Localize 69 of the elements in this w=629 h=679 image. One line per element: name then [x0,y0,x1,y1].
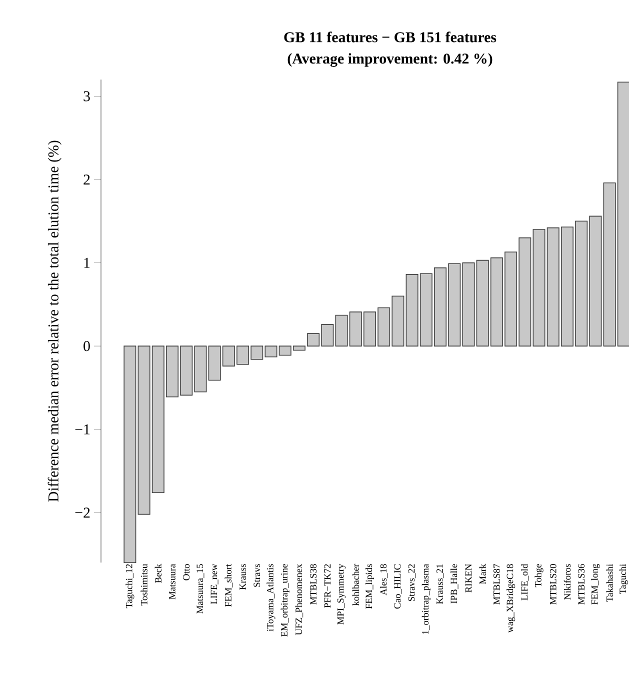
bar [335,314,348,346]
bar [208,346,221,381]
bar [476,260,489,346]
y-tick-label: −1 [75,424,90,434]
x-tick-label: FEM_short [224,564,233,607]
x-tick-label: MTBLS87 [493,564,500,605]
x-tick-label: FEM_long [591,564,600,605]
bar [532,229,546,346]
bar [194,346,207,392]
bar [152,346,164,494]
x-tick-label: Takahashi [606,564,613,602]
x-tick-label: Toshimitsu [140,564,148,606]
chart-subtitle: (Average improvement: 0.42 %) [288,53,492,67]
y-tick-label: 3 [84,91,90,102]
bar [138,346,150,515]
bar [420,273,432,346]
chart-title: GB 11 features − GB 151 features [284,32,496,42]
bar [349,312,362,346]
x-tick-label: Krauss [240,564,246,590]
y-tick-label: 2 [84,174,90,184]
bar [617,82,629,346]
x-tick-label: EM_orbitrap_urine [280,564,290,637]
bar [504,252,518,346]
bar [603,182,616,346]
bar [448,263,461,346]
x-tick-label: Taguchi_12 [126,564,134,608]
x-tick-label: Tohge [534,564,544,588]
x-tick-label: RIKEN [465,564,472,592]
x-tick-label: MPI_Symmetry [337,564,346,625]
bar [518,237,532,346]
bar [406,274,418,346]
x-tick-label: Stravs [254,564,260,587]
x-tick-label: Otto [183,564,190,580]
x-tick-label: 1_orbitrap_plasma [422,564,430,634]
bar [589,216,602,346]
y-tick-label: 0 [84,341,90,352]
x-tick-label: MTBLS38 [310,564,316,605]
bar [180,346,193,396]
y-tick-label: −2 [75,508,90,518]
x-tick-label: Matsuura [169,564,176,600]
x-tick-label: Cao_HILIC [394,564,402,609]
x-tick-label: MTBLS20 [550,564,556,605]
x-tick-label: Mark [479,564,486,584]
x-tick-label: LIFE_new [210,564,218,604]
x-tick-label: PFR−TK72 [324,564,331,608]
x-tick-label: UFZ_Phenomenex [295,564,304,636]
bar [490,257,503,346]
x-tick-label: Beck [154,564,162,583]
y-tick-label: 1 [84,258,90,268]
x-tick-label: Ales_18 [380,564,388,596]
x-tick-label: FEM_lipids [365,564,374,609]
x-tick-label: MTBLS36 [578,564,585,605]
y-axis-title: Difference median error relative to the total elution time (%) [48,140,62,502]
x-tick-label: IPB_Halle [450,564,458,604]
x-tick-label: LIFE_old [521,564,529,600]
x-tick-label: Taguchi [619,564,628,594]
x-tick-label: Stravs_22 [408,564,416,602]
x-tick-label: wag_XBridgeC18 [506,564,516,633]
bar [392,296,404,346]
x-tick-label: iToyama_Atlantis [266,564,276,632]
x-tick-label: kohlbacher [352,564,359,606]
x-tick-label: Nikiforos [564,564,571,600]
x-tick-label: Krauss_21 [436,564,444,604]
bar [575,220,588,346]
bar [124,346,136,563]
bar [462,262,475,346]
bar [546,227,560,346]
x-tick-label: Matsuura_15 [196,564,204,614]
bar [378,307,390,346]
